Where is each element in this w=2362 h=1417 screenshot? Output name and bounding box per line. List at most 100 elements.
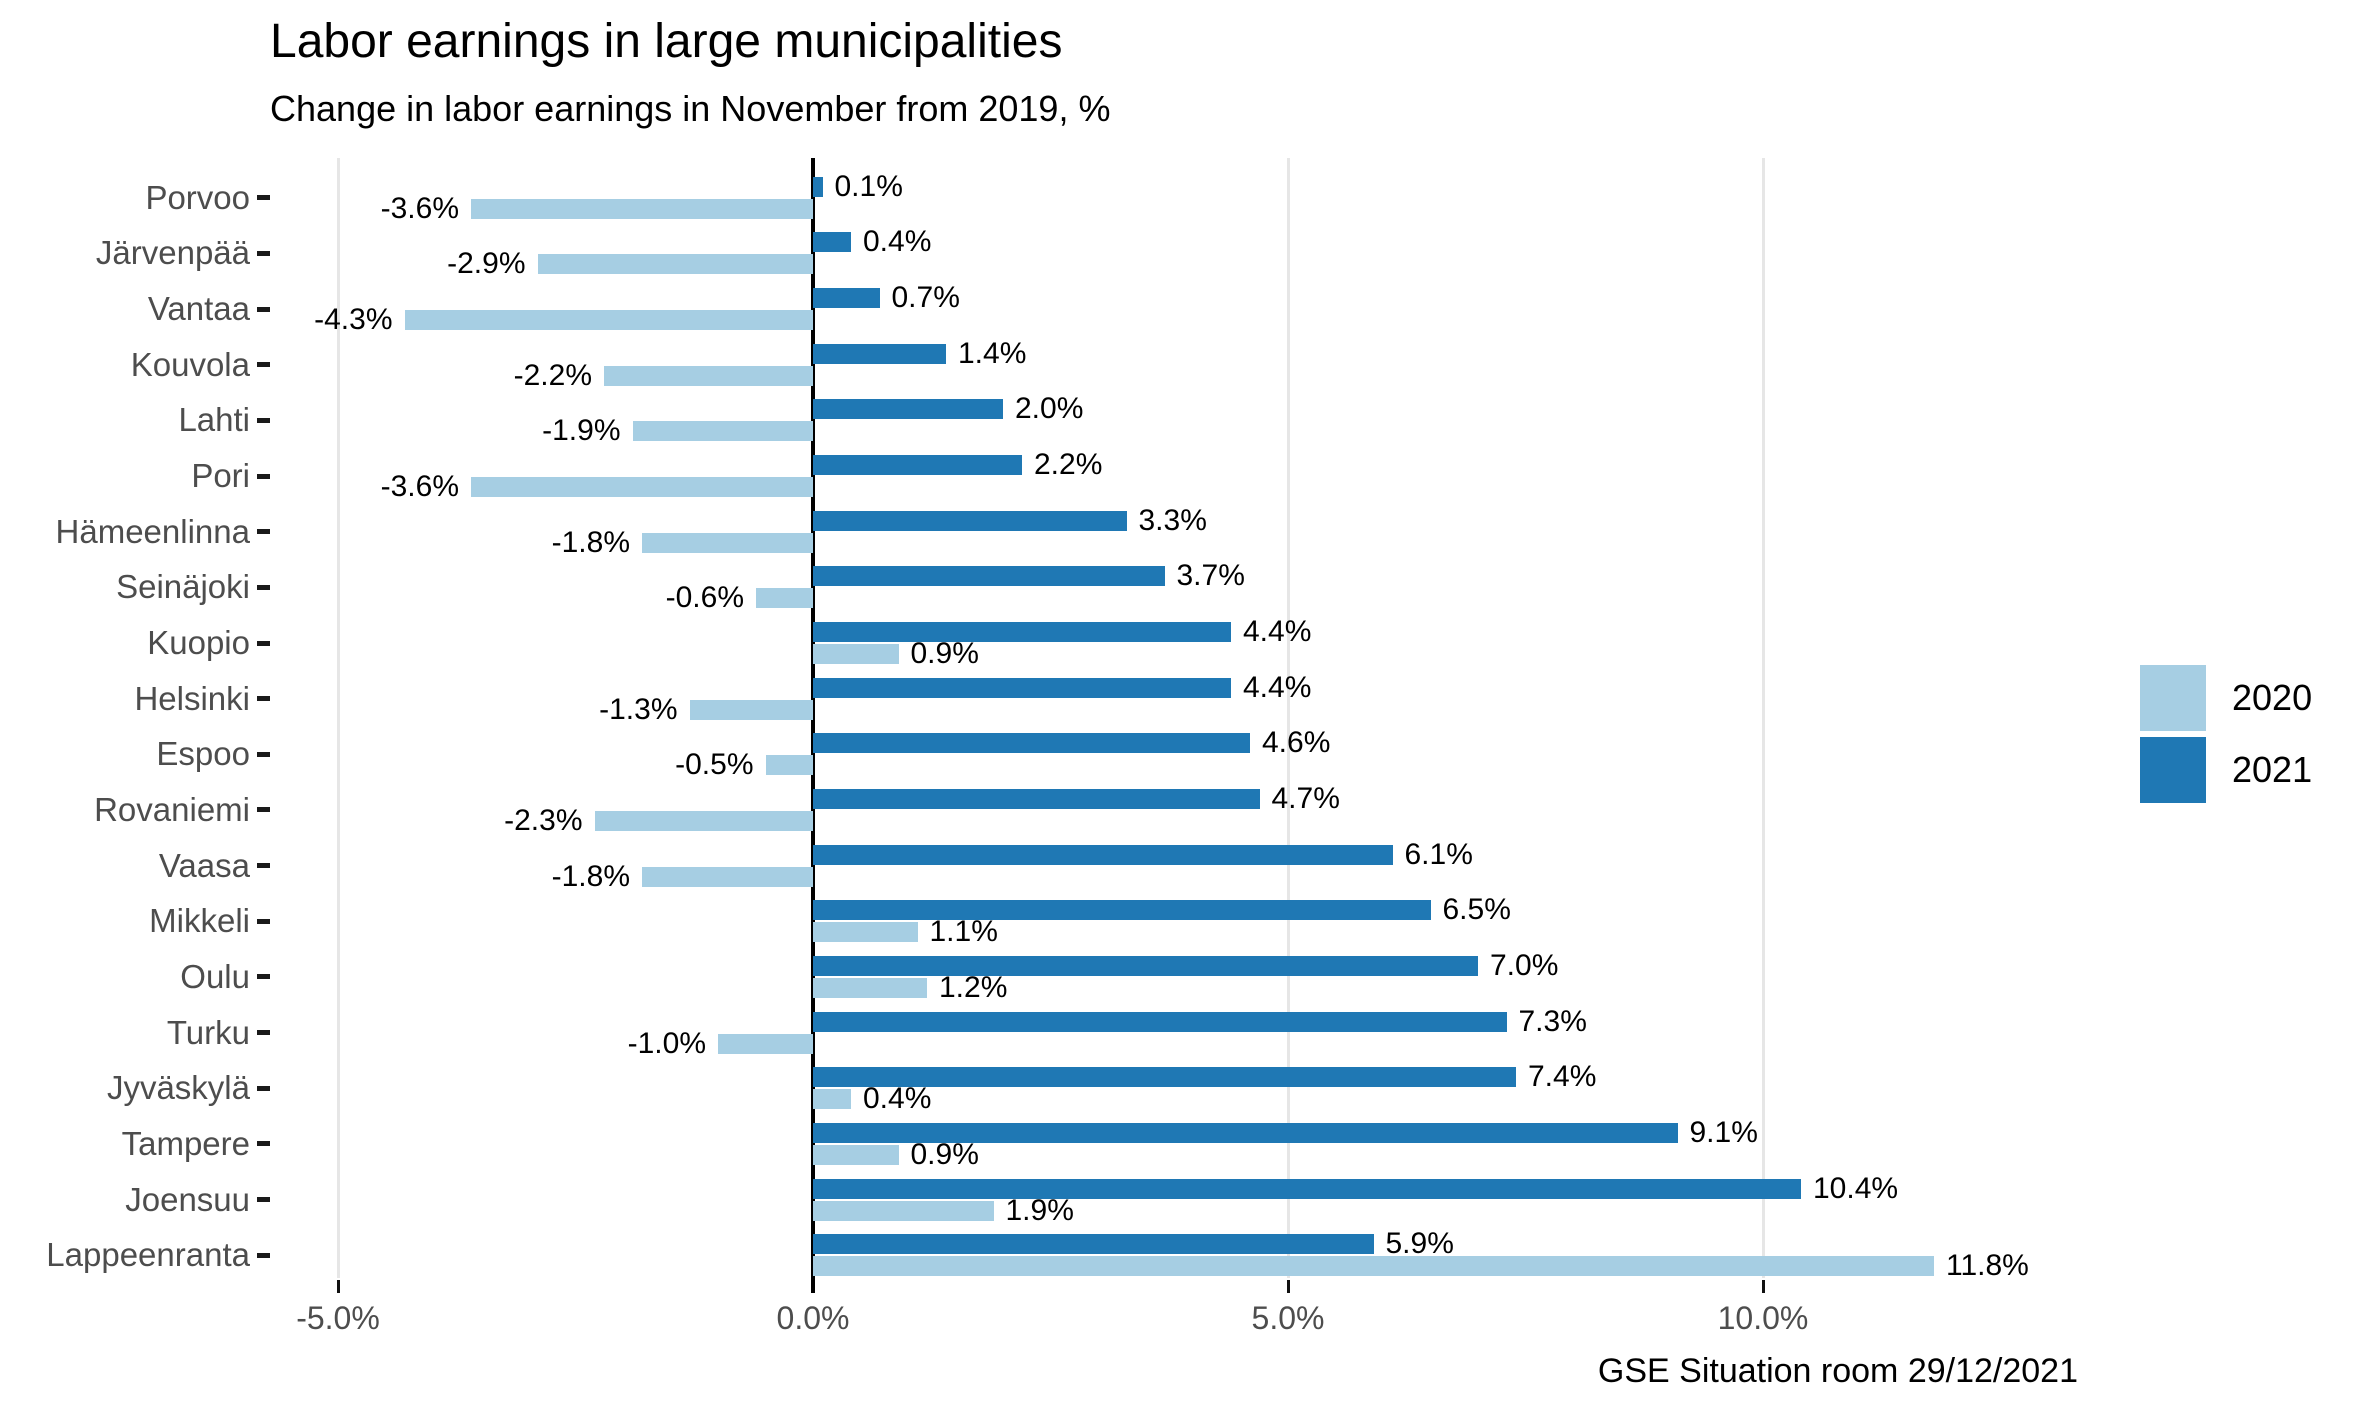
- bar-value-2021-oulu: 7.0%: [1490, 948, 1559, 982]
- bar-2021-lahti: [813, 399, 1003, 420]
- bar-2021-helsinki: [813, 677, 1231, 698]
- x-gridline: [1286, 158, 1290, 1278]
- bar-value-2021-tampere: 9.1%: [1689, 1115, 1758, 1149]
- bar-value-2020-joensuu: 1.9%: [1005, 1193, 1074, 1227]
- category-label-helsinki: Helsinki: [134, 679, 250, 717]
- bar-value-2021-j-rvenp-: 0.4%: [863, 225, 932, 259]
- bar-2021-h-meenlinna: [813, 510, 1127, 531]
- bar-2020-mikkeli: [813, 922, 918, 943]
- legend-swatch-2020: [2140, 665, 2206, 731]
- y-axis-tick: [257, 751, 270, 757]
- chart-title: Labor earnings in large municipalities: [270, 15, 1063, 68]
- bar-2021-oulu: [813, 955, 1478, 976]
- category-label-vantaa: Vantaa: [147, 290, 250, 328]
- bar-value-2020-lappeenranta: 11.8%: [1946, 1249, 2029, 1283]
- bar-value-2020-vaasa: -1.8%: [551, 859, 630, 893]
- bar-2020-lahti: [632, 421, 813, 442]
- category-label-lappeenranta: Lappeenranta: [46, 1236, 250, 1274]
- bar-2020-espoo: [765, 755, 813, 776]
- bar-2020-oulu: [813, 977, 927, 998]
- y-axis-tick: [257, 807, 270, 813]
- bar-2021-j-rvenp-: [813, 232, 851, 253]
- category-label-tampere: Tampere: [121, 1124, 250, 1162]
- bar-value-2020-mikkeli: 1.1%: [929, 915, 998, 949]
- bar-value-2021-mikkeli: 6.5%: [1442, 893, 1511, 927]
- bar-value-2021-espoo: 4.6%: [1262, 726, 1331, 760]
- bar-2021-joensuu: [813, 1178, 1801, 1199]
- category-label-sein-joki: Seinäjoki: [116, 568, 250, 606]
- bar-2021-sein-joki: [813, 566, 1165, 587]
- bar-value-2021-porvoo: 0.1%: [834, 169, 903, 203]
- bar-2020-pori: [471, 477, 813, 498]
- category-label-mikkeli: Mikkeli: [149, 902, 250, 940]
- x-gridline: [336, 158, 340, 1278]
- bar-2021-rovaniemi: [813, 788, 1260, 809]
- bar-value-2021-lahti: 2.0%: [1015, 392, 1084, 426]
- y-axis-tick: [257, 974, 270, 980]
- bar-value-2020-turku: -1.0%: [627, 1026, 706, 1060]
- y-axis-tick: [257, 918, 270, 924]
- category-label-turku: Turku: [166, 1013, 250, 1051]
- category-label-oulu: Oulu: [180, 957, 250, 995]
- x-axis-tick: [1286, 1280, 1290, 1293]
- bar-2021-vaasa: [813, 844, 1393, 865]
- bar-2020-turku: [718, 1033, 813, 1054]
- y-axis-tick: [257, 195, 270, 201]
- bar-value-2021-lappeenranta: 5.9%: [1385, 1227, 1454, 1261]
- bar-value-2020-rovaniemi: -2.3%: [504, 803, 583, 837]
- bar-value-2020-j-rvenp-: -2.9%: [447, 247, 526, 281]
- chart-subtitle: Change in labor earnings in November fro…: [270, 88, 1111, 129]
- bar-value-2021-joensuu: 10.4%: [1813, 1171, 1899, 1205]
- bar-2021-jyv-skyl-: [813, 1067, 1516, 1088]
- bar-value-2021-vantaa: 0.7%: [891, 281, 960, 315]
- y-axis-tick: [257, 417, 270, 423]
- y-axis-tick: [257, 250, 270, 256]
- legend-label-2021: 2021: [2232, 749, 2313, 790]
- y-axis-tick: [257, 584, 270, 590]
- bar-value-2021-vaasa: 6.1%: [1404, 837, 1473, 871]
- bar-2020-helsinki: [689, 699, 813, 720]
- x-axis-tick: [1761, 1280, 1765, 1293]
- bar-value-2021-rovaniemi: 4.7%: [1271, 781, 1340, 815]
- bar-2021-pori: [813, 455, 1022, 476]
- bar-value-2021-pori: 2.2%: [1034, 448, 1103, 482]
- y-axis-tick: [257, 696, 270, 702]
- y-axis-tick: [257, 640, 270, 646]
- bar-2020-h-meenlinna: [642, 532, 813, 553]
- bar-2020-rovaniemi: [594, 810, 813, 831]
- bar-value-2020-h-meenlinna: -1.8%: [551, 525, 630, 559]
- y-axis-tick: [257, 1197, 270, 1203]
- legend-swatch-2021: [2140, 737, 2206, 803]
- bar-value-2020-helsinki: -1.3%: [599, 692, 678, 726]
- y-axis-tick: [257, 1252, 270, 1258]
- bar-value-2021-turku: 7.3%: [1518, 1004, 1587, 1038]
- bar-value-2020-jyv-skyl-: 0.4%: [863, 1082, 932, 1116]
- bar-value-2020-sein-joki: -0.6%: [665, 581, 744, 615]
- x-axis-tick-label: 5.0%: [1251, 1300, 1325, 1336]
- bar-2021-vantaa: [813, 288, 880, 309]
- bar-2020-j-rvenp-: [537, 254, 813, 275]
- y-axis-tick: [257, 306, 270, 312]
- category-label-porvoo: Porvoo: [145, 178, 250, 216]
- chart-caption: GSE Situation room 29/12/2021: [1597, 1352, 2078, 1390]
- category-label-espoo: Espoo: [156, 735, 250, 773]
- bar-2020-vaasa: [642, 866, 813, 887]
- bar-2020-kuopio: [813, 644, 899, 665]
- x-axis-tick-label: 10.0%: [1717, 1300, 1809, 1336]
- bar-value-2020-vantaa: -4.3%: [314, 303, 393, 337]
- bar-value-2021-helsinki: 4.4%: [1243, 670, 1312, 704]
- x-gridline: [1761, 158, 1765, 1278]
- category-label-jyv-skyl-: Jyväskylä: [106, 1069, 250, 1107]
- bar-2021-turku: [813, 1011, 1507, 1032]
- category-label-lahti: Lahti: [178, 401, 250, 439]
- bar-2021-kouvola: [813, 343, 946, 364]
- category-label-vaasa: Vaasa: [158, 846, 250, 884]
- bar-value-2020-kuopio: 0.9%: [910, 637, 979, 671]
- bar-value-2021-sein-joki: 3.7%: [1176, 559, 1245, 593]
- bar-2020-jyv-skyl-: [813, 1089, 851, 1110]
- bar-2020-joensuu: [813, 1200, 994, 1221]
- bar-2021-kuopio: [813, 622, 1231, 643]
- y-axis-tick: [257, 1141, 270, 1147]
